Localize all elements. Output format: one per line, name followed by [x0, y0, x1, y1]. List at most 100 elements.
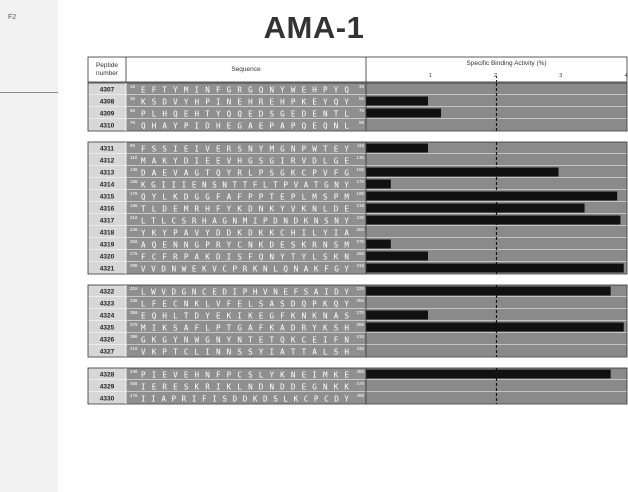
sidebar-divider — [0, 92, 58, 93]
sequence-cell — [126, 190, 366, 202]
peptide-cell — [88, 190, 126, 202]
peptide-cell — [88, 368, 126, 380]
peptide-number: 4315 — [100, 194, 115, 201]
peptide-cell — [88, 226, 126, 238]
binding-bar — [366, 263, 624, 273]
sequence-end: 35 — [359, 84, 365, 89]
group-outline — [87, 82, 628, 132]
sequence-end: 435 — [356, 346, 364, 351]
peptide-number: 4318 — [100, 230, 115, 237]
peptide-number: 4316 — [100, 206, 115, 213]
sequence-end: 275 — [356, 239, 364, 244]
sequence-cell — [126, 380, 366, 392]
left-sidebar: F2 — [0, 0, 58, 492]
group-outline — [87, 367, 628, 405]
binding-bar — [366, 167, 559, 177]
peptide-number: 4324 — [100, 313, 115, 320]
sequence-start: 236 — [130, 227, 138, 232]
sequence-start: 136 — [130, 167, 138, 172]
sequence-cell — [126, 95, 366, 107]
sequence-cell — [126, 333, 366, 345]
peptide-number: 4310 — [100, 123, 115, 130]
activity-cell — [366, 333, 627, 345]
peptide-number: 4322 — [100, 289, 115, 296]
header-activity-label: Specific Binding Activity (%) — [466, 60, 546, 67]
sequence-start: 96 — [130, 143, 136, 148]
sequence-end: 315 — [356, 263, 364, 268]
sequence-cell — [126, 226, 366, 238]
header-peptide-label: number — [96, 70, 119, 77]
sequence-text: LTLCSRHAGNMIPDNDKNSNY — [141, 217, 349, 226]
binding-bar — [366, 191, 618, 201]
binding-bar — [366, 179, 391, 189]
header-sequence-label: Sequence — [231, 66, 261, 73]
peptide-number: 4307 — [100, 87, 115, 94]
peptide-number: 4320 — [100, 254, 115, 261]
sequence-end: 215 — [356, 203, 364, 208]
sequence-cell — [126, 178, 366, 190]
sequence-start: 56 — [130, 108, 136, 113]
sequence-end: 255 — [356, 227, 364, 232]
peptide-cell — [88, 95, 126, 107]
sequence-start: 276 — [130, 251, 138, 256]
sequence-end: 155 — [356, 167, 364, 172]
sequence-start: 396 — [130, 334, 138, 339]
peptide-number: 4327 — [100, 349, 115, 356]
peptide-number: 4326 — [100, 337, 115, 344]
peptide-cell — [88, 297, 126, 309]
sequence-end: 75 — [359, 108, 365, 113]
peptide-number: 4323 — [100, 301, 115, 308]
peptide-cell — [88, 392, 126, 404]
x-tick-label: 2 — [494, 73, 497, 79]
peptide-cell — [88, 309, 126, 321]
binding-bar — [366, 203, 585, 213]
sequence-start: 176 — [130, 191, 138, 196]
sequence-cell — [126, 321, 366, 333]
peptide-number: 4312 — [100, 158, 115, 165]
sequence-start: 156 — [130, 179, 138, 184]
sequence-end: 295 — [356, 251, 364, 256]
sequence-start: 196 — [130, 203, 138, 208]
sequence-text: KGIIIENSNTTFLTPVATGNY — [141, 181, 349, 190]
sequence-cell — [126, 107, 366, 119]
sequence-cell — [126, 345, 366, 357]
sequence-end: 175 — [356, 179, 364, 184]
sequence-end: 475 — [356, 381, 364, 386]
binding-bar — [366, 369, 611, 379]
figure-side-label: F2 — [8, 14, 17, 21]
x-tick-label: 4 — [624, 73, 627, 79]
sequence-end: 375 — [356, 310, 364, 315]
sequence-cell — [126, 368, 366, 380]
peptide-cell — [88, 166, 126, 178]
sequence-cell — [126, 262, 366, 274]
peptide-cell — [88, 178, 126, 190]
sequence-end: 455 — [356, 369, 364, 374]
sequence-start: 356 — [130, 310, 138, 315]
sequence-cell — [126, 142, 366, 154]
sequence-end: 195 — [356, 191, 364, 196]
sequence-start: 296 — [130, 263, 138, 268]
x-tick-label: 3 — [559, 73, 562, 79]
sequence-start: 416 — [130, 346, 138, 351]
header-box — [87, 56, 628, 83]
peptide-cell — [88, 333, 126, 345]
sequence-start: 376 — [130, 322, 138, 327]
sequence-cell — [126, 202, 366, 214]
binding-bar — [366, 310, 428, 320]
sequence-start: 36 — [130, 96, 136, 101]
peptide-cell — [88, 250, 126, 262]
peptide-cell — [88, 345, 126, 357]
binding-bar — [366, 108, 442, 118]
sequence-start: 436 — [130, 369, 138, 374]
sequence-cell — [126, 166, 366, 178]
sequence-end: 115 — [357, 143, 365, 148]
peptide-number: 4330 — [100, 396, 115, 403]
peptide-number: 4308 — [100, 99, 115, 106]
sequence-cell — [126, 250, 366, 262]
peptide-cell — [88, 142, 126, 154]
